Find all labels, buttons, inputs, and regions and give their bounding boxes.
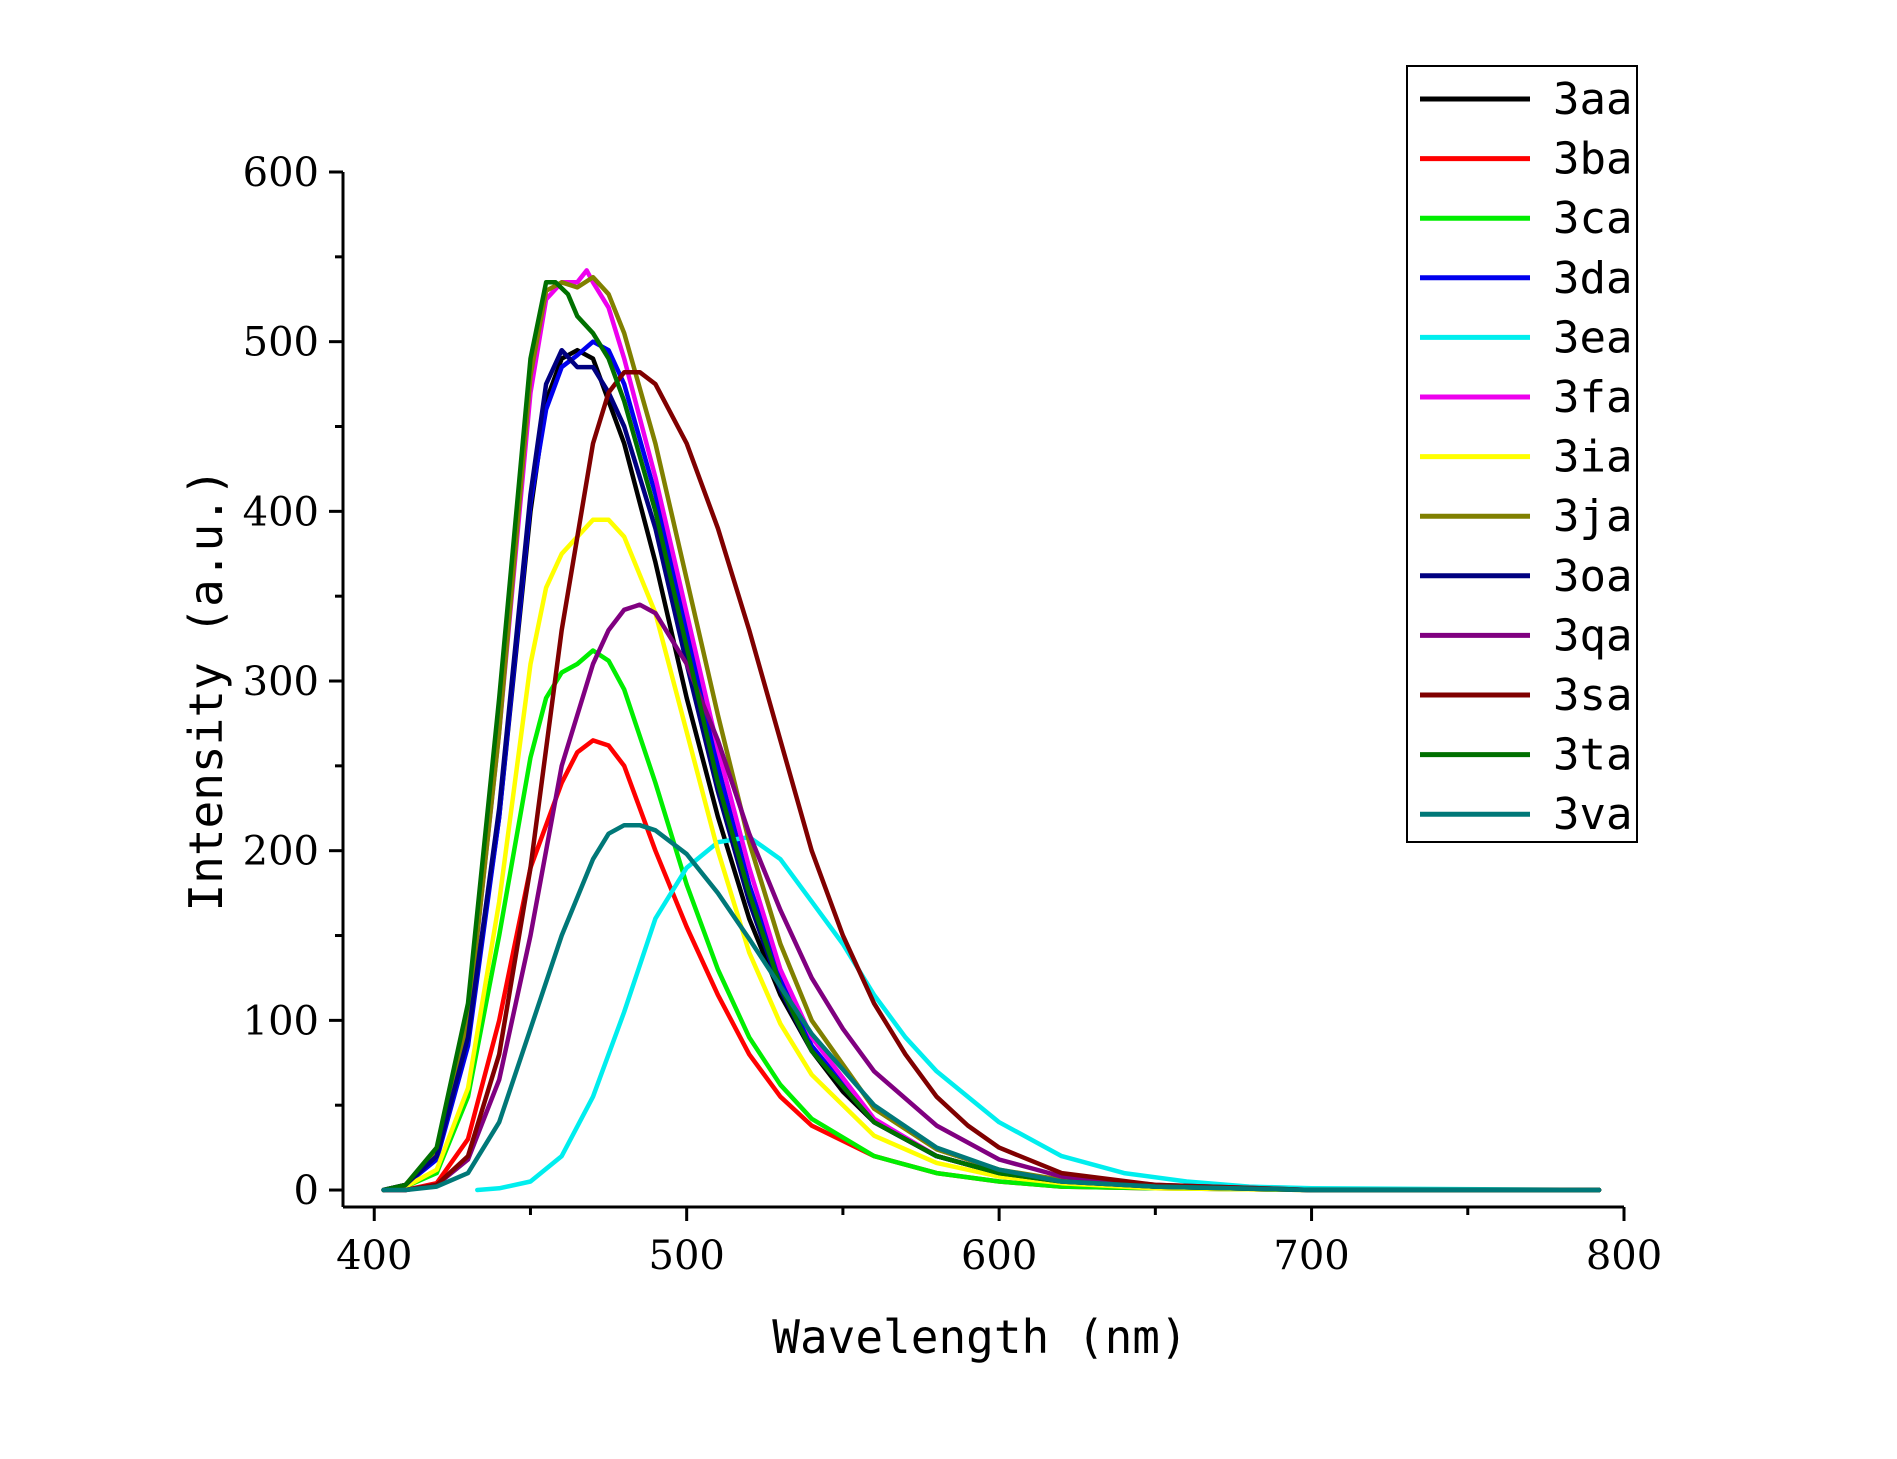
y-tick-label: 200: [243, 829, 319, 875]
axes-group: [341, 172, 1624, 1209]
x-tick-label: 400: [336, 1233, 412, 1279]
legend-label: 3oa: [1553, 551, 1632, 602]
legend-label: 3aa: [1553, 74, 1632, 125]
legend-item-3fa: 3fa: [1420, 372, 1632, 423]
legend-item-3ia: 3ia: [1420, 432, 1632, 483]
x-ticks-group: 400 500 600 700 800: [336, 1207, 1662, 1279]
legend-label: 3ca: [1553, 193, 1632, 244]
legend-label: 3ia: [1553, 432, 1632, 483]
y-tick-label: 500: [243, 320, 319, 366]
legend-label: 3va: [1553, 789, 1632, 840]
series-line-3ca: [381, 648, 1602, 1193]
x-tick-label: 800: [1586, 1233, 1662, 1279]
legend-item-3oa: 3oa: [1420, 551, 1632, 602]
legend-item-3ta: 3ta: [1420, 730, 1632, 781]
legend-item-3ea: 3ea: [1420, 312, 1632, 363]
series-line-3va: [381, 822, 1602, 1193]
y-tick-label: 600: [243, 150, 319, 196]
series-line-3sa: [381, 369, 1602, 1193]
series-line-3ea: [475, 834, 1602, 1193]
y-tick-label: 300: [243, 659, 319, 705]
x-tick-label: 500: [649, 1233, 725, 1279]
y-tick-label: 400: [243, 489, 319, 535]
legend-label: 3fa: [1553, 372, 1632, 423]
plot-series-group: [381, 268, 1602, 1193]
y-tick-label: 0: [294, 1168, 319, 1214]
legend-item-3sa: 3sa: [1420, 670, 1632, 721]
legend-label: 3da: [1553, 253, 1632, 304]
x-tick-label: 600: [961, 1233, 1037, 1279]
legend-label: 3ta: [1553, 730, 1632, 781]
legend-item-3ja: 3ja: [1420, 491, 1632, 542]
x-axis-title: Wavelength (nm): [772, 1310, 1187, 1364]
legend-item-3ba: 3ba: [1420, 134, 1632, 185]
legend-item-3aa: 3aa: [1420, 74, 1632, 125]
x-tick-label: 700: [1273, 1233, 1349, 1279]
legend-label: 3ja: [1553, 491, 1632, 542]
legend-label: 3sa: [1553, 670, 1632, 721]
legend-item-3va: 3va: [1420, 789, 1632, 840]
series-line-3ta: [381, 280, 1602, 1193]
series-line-3qa: [381, 602, 1602, 1193]
legend-item-3da: 3da: [1420, 253, 1632, 304]
legend: 3aa 3ba 3ca 3da 3ea 3fa 3ia 3ja 3oa 3qa 3sa 3ta 3va: [1406, 65, 1638, 843]
legend-item-3ca: 3ca: [1420, 193, 1632, 244]
legend-item-3qa: 3qa: [1420, 610, 1632, 661]
y-ticks-group: 0 100 200 300 400 500 600: [243, 150, 343, 1214]
legend-label: 3qa: [1553, 610, 1632, 661]
y-axis-title: Intensity (a.u.): [179, 468, 233, 911]
legend-label: 3ba: [1553, 134, 1632, 185]
legend-box: [1406, 65, 1638, 843]
y-tick-label: 100: [243, 998, 319, 1044]
legend-label: 3ea: [1553, 312, 1632, 363]
